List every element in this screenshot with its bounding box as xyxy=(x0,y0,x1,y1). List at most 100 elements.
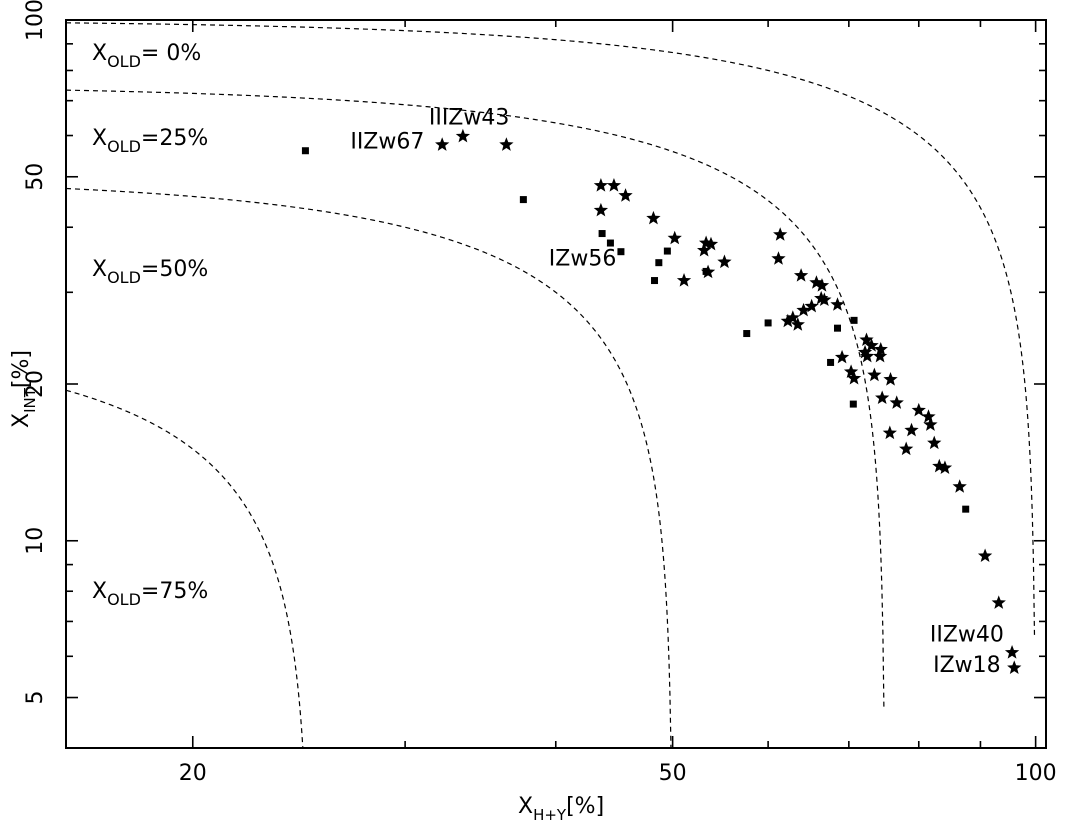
star-marker xyxy=(1004,645,1020,659)
star-marker xyxy=(921,409,936,423)
star-marker xyxy=(435,137,450,151)
star-marker xyxy=(703,236,719,251)
curve-label-2-suffix: =50% xyxy=(141,257,208,282)
plot-frame xyxy=(65,19,1047,749)
curve-label-0: XOLD= 0% xyxy=(92,41,201,71)
curve-label-2-main: X xyxy=(92,257,107,282)
star-marker xyxy=(455,128,471,143)
star-marker xyxy=(889,395,904,409)
x-tick-label: 50 xyxy=(659,761,687,786)
square-marker xyxy=(849,400,857,408)
x-axis-title-sub: H+Y xyxy=(533,806,567,824)
annotation-iiizw43: IIIZw43 xyxy=(429,105,510,130)
star-marker xyxy=(593,178,609,192)
star-marker xyxy=(814,278,830,292)
star-marker xyxy=(1007,660,1022,674)
axis-ticks xyxy=(66,19,1046,749)
star-marker xyxy=(830,297,845,311)
square-marker xyxy=(702,267,710,275)
star-marker xyxy=(796,302,811,317)
star-marker xyxy=(790,317,805,331)
curve-label-0-main: X xyxy=(92,41,107,66)
y-axis-title-suffix: [%] xyxy=(9,350,34,388)
square-marker xyxy=(962,505,970,513)
star-marker xyxy=(606,178,622,192)
star-marker xyxy=(676,273,692,287)
star-marker xyxy=(859,332,874,347)
x-tick-label: 20 xyxy=(179,761,207,786)
curve-label-0-sub: OLD xyxy=(107,52,141,71)
curve-label-3-suffix: =75% xyxy=(141,579,208,604)
y-tick-label: 20 xyxy=(23,370,48,398)
star-marker xyxy=(927,435,942,450)
star-marker xyxy=(717,254,732,269)
star-marker xyxy=(593,202,609,217)
star-marker xyxy=(646,210,661,225)
star-marker xyxy=(809,275,824,289)
y-tick-label: 100 xyxy=(23,0,48,41)
model-curve-1 xyxy=(66,89,885,711)
square-marker xyxy=(519,196,527,204)
star-marker xyxy=(952,479,967,493)
star-marker xyxy=(883,372,898,386)
x-axis-title: XH+Y[%] xyxy=(518,794,604,824)
star-marker xyxy=(904,422,919,437)
star-marker xyxy=(843,364,859,378)
model-curve-3 xyxy=(66,389,304,748)
curve-label-2-sub: OLD xyxy=(107,268,141,287)
star-marker xyxy=(771,251,786,265)
y-tick-label: 10 xyxy=(23,527,48,555)
star-marker xyxy=(860,348,875,363)
annotation-iizw40: IIZw40 xyxy=(930,623,1004,648)
star-marker xyxy=(991,595,1006,609)
star-marker xyxy=(899,441,914,456)
model-curve-0 xyxy=(66,22,1036,639)
square-marker xyxy=(617,248,625,256)
star-marker xyxy=(697,242,712,257)
curve-label-1-main: X xyxy=(92,126,107,151)
star-marker xyxy=(923,417,938,431)
square-marker xyxy=(663,247,671,255)
star-marker xyxy=(793,268,809,282)
annotation-izw56: IZw56 xyxy=(549,246,617,271)
curve-label-0-suffix: = 0% xyxy=(141,41,201,66)
star-marker xyxy=(875,390,890,405)
y-tick-label: 5 xyxy=(23,691,48,705)
star-marker xyxy=(817,292,832,307)
curve-label-1: XOLD=25% xyxy=(92,126,208,156)
star-marker xyxy=(667,230,682,245)
curve-label-3: XOLD=75% xyxy=(92,579,208,609)
y-axis-title-main: X xyxy=(9,413,34,428)
star-marker xyxy=(911,402,926,417)
square-marker xyxy=(598,230,606,238)
star-marker xyxy=(499,137,514,151)
y-axis-title: XINT[%] xyxy=(9,350,39,428)
x-axis-title-suffix: [%] xyxy=(566,794,604,819)
square-marker xyxy=(301,147,309,155)
star-marker xyxy=(882,425,897,440)
star-marker xyxy=(937,460,953,474)
curve-label-2: XOLD=50% xyxy=(92,257,208,287)
star-marker xyxy=(834,349,850,364)
star-marker xyxy=(857,344,873,359)
annotation-iizw67: IIZw67 xyxy=(350,129,424,154)
star-marker xyxy=(867,367,882,382)
x-axis-title-main: X xyxy=(518,794,533,819)
curve-label-1-suffix: =25% xyxy=(141,126,208,151)
star-marker xyxy=(804,298,819,313)
square-marker xyxy=(764,319,772,327)
curve-label-3-main: X xyxy=(92,579,107,604)
square-marker xyxy=(655,259,663,267)
star-marker xyxy=(872,348,888,363)
star-marker xyxy=(864,338,879,352)
data-markers xyxy=(301,128,1022,674)
y-tick-label: 50 xyxy=(23,163,48,191)
square-marker xyxy=(827,358,835,366)
star-marker xyxy=(780,313,795,328)
square-marker xyxy=(743,330,751,338)
square-marker xyxy=(606,239,614,247)
curve-label-1-sub: OLD xyxy=(107,137,141,156)
star-marker xyxy=(846,370,862,385)
model-curve-2 xyxy=(66,187,672,748)
square-marker xyxy=(651,277,659,285)
